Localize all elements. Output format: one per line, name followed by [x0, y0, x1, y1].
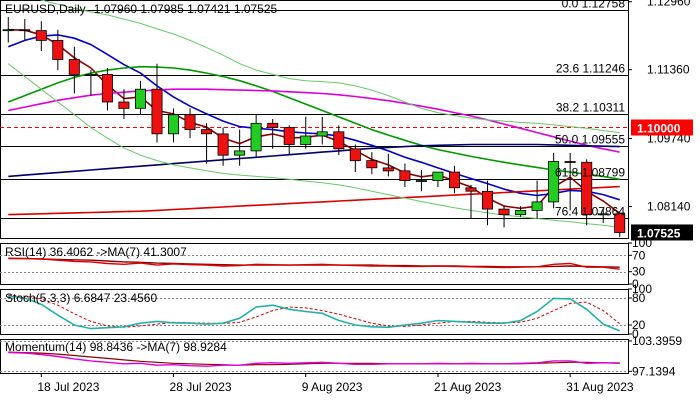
osc-tick-label: 0: [632, 327, 639, 341]
ma-line-magenta_ma: [8, 88, 620, 153]
osc-tick-label: 80: [632, 291, 646, 305]
candle-body: [184, 114, 196, 130]
momentum-panel: 103.3959 97.1394: [0, 334, 682, 378]
osc-tick-label: 100: [632, 236, 652, 250]
candle-body: [134, 88, 146, 109]
candle-body: [465, 187, 477, 192]
level-tag-box: [631, 119, 693, 136]
candle-body: [250, 122, 262, 152]
stoch-d-line: [8, 294, 621, 328]
candle-body: [432, 171, 444, 182]
candle-body: [614, 213, 626, 233]
panel-frame: [0, 339, 629, 374]
chart-header: EURUSD,Daily 1.07960 1.07985 1.07421 1.07…: [5, 2, 278, 16]
ma-line-fast_ma: [8, 28, 621, 214]
candle-body: [201, 129, 213, 135]
date-label: 9 Aug 2023: [302, 380, 363, 394]
candle-body: [167, 114, 179, 135]
candle-body: [481, 190, 493, 210]
candlesticks: [2, 17, 626, 238]
fib-level-labels: 0.0 1.12758 23.6 1.11246 38.2 1.10311 50.0 …: [555, 0, 625, 219]
panel-frame: [0, 243, 629, 285]
candle-body: [349, 148, 361, 162]
candle-body: [597, 213, 609, 216]
fib-level-label: 23.6 1.11246: [556, 62, 626, 76]
candle-body: [333, 131, 345, 150]
last-price-label: 1.07525: [637, 226, 681, 240]
date-axis: 18 Jul 2023 28 Jul 2023 9 Aug 2023 21 Aug 2…: [37, 373, 634, 394]
moving-averages: [7, 0, 621, 228]
candle-body: [52, 40, 64, 60]
date-label: 28 Jul 2023: [170, 380, 232, 394]
momentum-title: Momentum(14) 98.8436 ->MA(7) 98.9284: [5, 340, 227, 354]
ma-line-navy_ma: [8, 143, 620, 178]
osc-tick-label: 97.1394: [632, 364, 676, 378]
candle-body: [19, 29, 31, 32]
candle-body: [399, 170, 411, 182]
momentum-line: [8, 351, 620, 367]
symbol-label: EURUSD,Daily: [5, 2, 86, 16]
candle-body: [267, 122, 279, 128]
panel-frames: [0, 0, 629, 374]
candle-body: [564, 161, 576, 163]
candle-body: [548, 161, 560, 203]
candle-body: [531, 201, 543, 211]
date-label: 18 Jul 2023: [37, 380, 99, 394]
candle-body: [217, 133, 229, 156]
date-label: 31 Aug 2023: [566, 380, 634, 394]
candle-body: [382, 167, 394, 172]
price-axis: 1.129601.113601.097401.081401.100001.075…: [628, 0, 693, 241]
panel-frame: [0, 0, 629, 239]
fib-levels: [0, 10, 628, 219]
last-price-box: [631, 224, 693, 241]
rsi-line: [8, 257, 620, 270]
candle-body: [448, 171, 460, 189]
rsi-title: RSI(14) 36.4062 ->MA(7) 41.3007: [5, 245, 187, 259]
ma-line-green_ma: [8, 65, 620, 181]
candle-body: [366, 160, 378, 169]
level-tag-label: 1.10000: [637, 122, 681, 136]
osc-tick-label: 103.3959: [632, 334, 682, 348]
osc-tick-label: 30: [632, 265, 646, 279]
ma-line-bollinger: [39, 0, 620, 134]
fib-level-label: 76.4 1.07864: [555, 205, 625, 219]
ma-line-bollinger: [7, 63, 620, 228]
panel-frame: [0, 289, 629, 335]
fib-level-label: 38.2 1.10311: [556, 101, 626, 115]
osc-tick-label: 70: [632, 248, 646, 262]
candle-body: [415, 180, 427, 183]
candle-body: [151, 88, 163, 135]
fib-level-label: 50.0 1.09555: [555, 133, 625, 147]
candle-body: [68, 59, 80, 75]
date-label: 21 Aug 2023: [434, 380, 502, 394]
osc-tick-label: 100: [632, 282, 652, 296]
candle-body: [35, 30, 47, 41]
price-tick-label: 1.12960: [647, 0, 691, 9]
candle-body: [283, 127, 295, 145]
candle-body: [2, 29, 14, 32]
stoch-title: Stoch(5,3,3) 6.6847 23.4560: [5, 291, 157, 305]
candle-body: [498, 208, 510, 216]
candle-body: [515, 209, 527, 216]
fib-level-label: 0.0 1.12758: [562, 0, 626, 11]
price-tick-label: 1.08140: [647, 200, 691, 214]
candle-body: [234, 150, 246, 156]
stoch-k-line: [8, 295, 621, 332]
ma-line-red_ma: [8, 185, 620, 216]
osc-tick-label: 20: [632, 318, 646, 332]
ma-line-blue_ma: [8, 34, 620, 201]
candle-body: [316, 131, 328, 137]
candle-body: [118, 101, 130, 109]
price-tick-label: 1.11360: [647, 63, 690, 77]
candle-body: [300, 135, 312, 145]
candle-body: [85, 74, 97, 76]
ohlc-readout: 1.07960 1.07985 1.07421 1.07525: [94, 2, 278, 16]
fib-level-label: 61.8 1.08799: [555, 166, 625, 180]
osc-tick-label: 0: [632, 277, 639, 291]
candle-body: [101, 74, 113, 103]
candle-body: [581, 161, 593, 216]
